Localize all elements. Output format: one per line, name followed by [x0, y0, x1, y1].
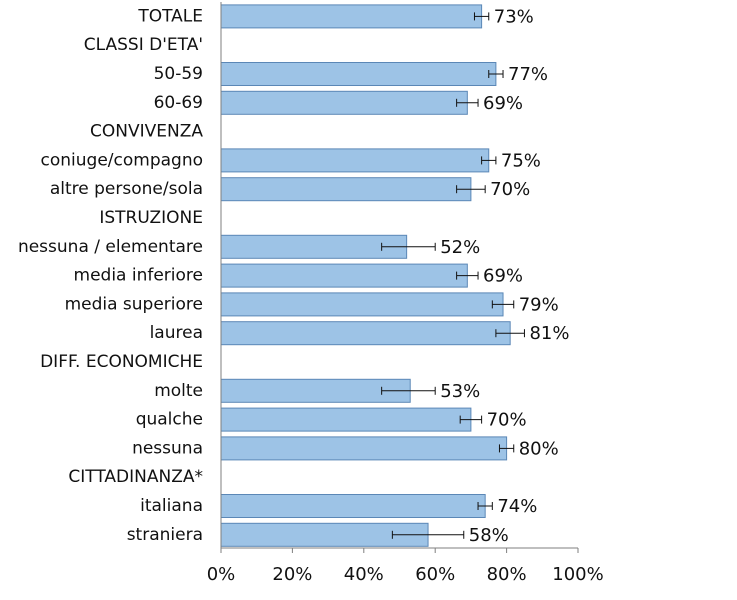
data-label: 73% [494, 6, 534, 27]
data-label: 75% [501, 150, 541, 171]
group-heading: CLASSI D'ETA' [84, 35, 203, 55]
bar [220, 177, 472, 202]
category-label: straniera [127, 525, 203, 545]
data-label: 70% [487, 410, 527, 431]
category-label: coniuge/compagno [41, 150, 203, 170]
category-label: altre persone/sola [50, 179, 203, 199]
group-heading: DIFF. ECONOMICHE [40, 352, 203, 372]
x-tick-label: 80% [487, 564, 527, 585]
category-label: 50-59 [154, 64, 203, 84]
x-tick-label: 60% [415, 564, 455, 585]
bar [220, 234, 408, 259]
data-label: 74% [497, 496, 537, 517]
data-label: 80% [519, 438, 559, 459]
bar [220, 494, 486, 518]
category-label: qualche [136, 410, 203, 430]
x-tick-label: 0% [207, 564, 236, 585]
group-heading: ISTRUZIONE [99, 208, 203, 228]
data-label: 77% [508, 64, 548, 85]
x-tick-label: 100% [552, 564, 603, 585]
data-label: 58% [469, 525, 509, 546]
group-heading: CONVIVENZA [90, 122, 203, 142]
category-label: TOTALE [137, 6, 203, 26]
x-tick-label: 40% [344, 564, 384, 585]
category-label: media superiore [65, 294, 203, 314]
category-label: 60-69 [154, 93, 203, 113]
bar [220, 90, 468, 115]
bar [220, 321, 511, 346]
data-label: 69% [483, 266, 523, 287]
data-label: 69% [483, 93, 523, 114]
data-label: 70% [490, 179, 530, 200]
bar [220, 62, 497, 86]
category-label: laurea [150, 323, 203, 343]
bar [220, 292, 504, 317]
category-label: italiana [140, 496, 203, 516]
bar [220, 148, 490, 173]
category-label: nessuna [132, 438, 203, 458]
data-label: 53% [440, 381, 480, 402]
bar [220, 263, 468, 288]
data-label: 79% [519, 294, 559, 315]
category-label: media inferiore [74, 266, 203, 286]
data-label: 81% [529, 323, 569, 344]
bar [220, 407, 472, 432]
category-label: molte [154, 381, 203, 401]
data-label: 52% [440, 237, 480, 258]
category-label: nessuna / elementare [18, 237, 203, 257]
bar [220, 436, 508, 461]
bar [220, 4, 483, 29]
group-heading: CITTADINANZA* [68, 467, 203, 487]
x-tick-label: 20% [272, 564, 312, 585]
